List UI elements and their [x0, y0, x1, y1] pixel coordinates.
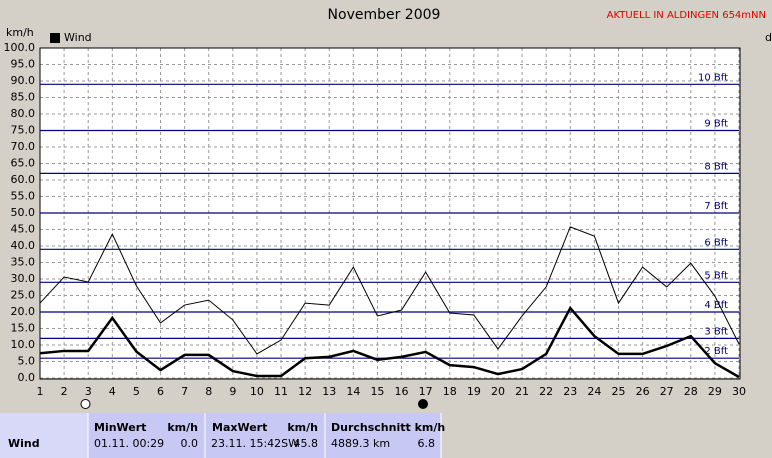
y-tick-label: 60.0 — [11, 173, 36, 186]
cell: 4889.3 km — [331, 437, 390, 450]
x-tick-label: 7 — [181, 385, 188, 398]
right-axis-label: d — [765, 31, 772, 44]
x-tick-label: 10 — [250, 385, 264, 398]
y-tick-label: 10.0 — [11, 338, 36, 351]
beaufort-label: 6 Bft — [704, 237, 728, 248]
table-cell — [0, 413, 88, 458]
y-tick-label: 15.0 — [11, 322, 36, 335]
x-tick-label: 8 — [205, 385, 212, 398]
x-tick-label: 21 — [515, 385, 529, 398]
new-moon-icon — [418, 399, 428, 409]
x-tick-label: 25 — [611, 385, 625, 398]
y-tick-label: 5.0 — [18, 355, 36, 368]
y-tick-label: 55.0 — [11, 190, 36, 203]
col-header: Durchschnitt km/h — [331, 421, 445, 434]
beaufort-label: 7 Bft — [704, 201, 728, 212]
table-blank — [441, 413, 772, 458]
y-tick-label: 75.0 — [11, 124, 36, 137]
y-tick-label: 85.0 — [11, 91, 36, 104]
x-tick-label: 27 — [660, 385, 674, 398]
y-tick-label: 45.0 — [11, 223, 36, 236]
y-tick-label: 20.0 — [11, 305, 36, 318]
grid — [39, 47, 740, 379]
x-tick-label: 14 — [346, 385, 360, 398]
col-header: MaxWert — [212, 421, 267, 434]
x-tick-label: 4 — [109, 385, 116, 398]
x-tick-label: 11 — [274, 385, 288, 398]
x-tick-label: 12 — [298, 385, 312, 398]
x-tick-label: 30 — [732, 385, 746, 398]
y-tick-label: 40.0 — [11, 239, 36, 252]
row-label: Wind — [8, 437, 40, 450]
x-tick-label: 23 — [563, 385, 577, 398]
y-tick-label: 25.0 — [11, 289, 36, 302]
beaufort-label: 9 Bft — [704, 119, 728, 130]
full-moon-icon — [80, 399, 91, 409]
wind-line — [39, 226, 740, 355]
y-tick-label: 95.0 — [11, 58, 36, 71]
x-tick-label: 17 — [419, 385, 433, 398]
x-tick-label: 2 — [61, 385, 68, 398]
beaufort-label: 4 Bft — [704, 300, 728, 311]
x-tick-label: 22 — [539, 385, 553, 398]
x-tick-label: 13 — [322, 385, 336, 398]
col-header: km/h — [167, 421, 198, 434]
x-tick-label: 26 — [636, 385, 650, 398]
y-tick-label: 35.0 — [11, 256, 36, 269]
beaufort-label: 2 Bft — [704, 346, 728, 357]
x-tick-label: 3 — [85, 385, 92, 398]
wind-line — [39, 305, 740, 379]
cell: 0.0 — [181, 437, 199, 450]
x-tick-label: 5 — [133, 385, 140, 398]
x-tick-label: 1 — [37, 385, 44, 398]
x-tick-label: 15 — [370, 385, 384, 398]
legend-swatch — [50, 33, 60, 43]
x-tick-label: 9 — [229, 385, 236, 398]
x-tick-label: 18 — [443, 385, 457, 398]
x-tick-label: 29 — [708, 385, 722, 398]
y-tick-label: 70.0 — [11, 140, 36, 153]
x-tick-label: 20 — [491, 385, 505, 398]
cell: 23.11. 15:42SW — [211, 437, 299, 450]
y-tick-label: 30.0 — [11, 272, 36, 285]
y-tick-label: 80.0 — [11, 107, 36, 120]
cell: 6.8 — [418, 437, 436, 450]
beaufort-label: 5 Bft — [704, 270, 728, 281]
cell: 45.8 — [294, 437, 319, 450]
beaufort-label: 3 Bft — [704, 326, 728, 337]
y-tick-label: 100.0 — [4, 41, 36, 54]
col-header: km/h — [287, 421, 318, 434]
beaufort-label: 10 Bft — [698, 72, 728, 83]
beaufort-label: 8 Bft — [704, 161, 728, 172]
x-tick-label: 24 — [587, 385, 601, 398]
cell: 01.11. 00:29 — [94, 437, 164, 450]
x-tick-label: 16 — [395, 385, 409, 398]
station-label: AKTUELL IN ALDINGEN 654mNN — [607, 10, 766, 21]
chart-title: November 2009 — [328, 7, 441, 23]
col-header: MinWert — [94, 421, 146, 434]
y-axis-label: km/h — [6, 26, 34, 39]
y-tick-label: 65.0 — [11, 157, 36, 170]
x-tick-label: 6 — [157, 385, 164, 398]
y-tick-label: 50.0 — [11, 206, 36, 219]
y-tick-label: 90.0 — [11, 74, 36, 87]
x-tick-label: 28 — [684, 385, 698, 398]
legend-label: Wind — [64, 31, 92, 44]
y-tick-label: 0.0 — [18, 371, 36, 384]
x-tick-label: 19 — [467, 385, 481, 398]
